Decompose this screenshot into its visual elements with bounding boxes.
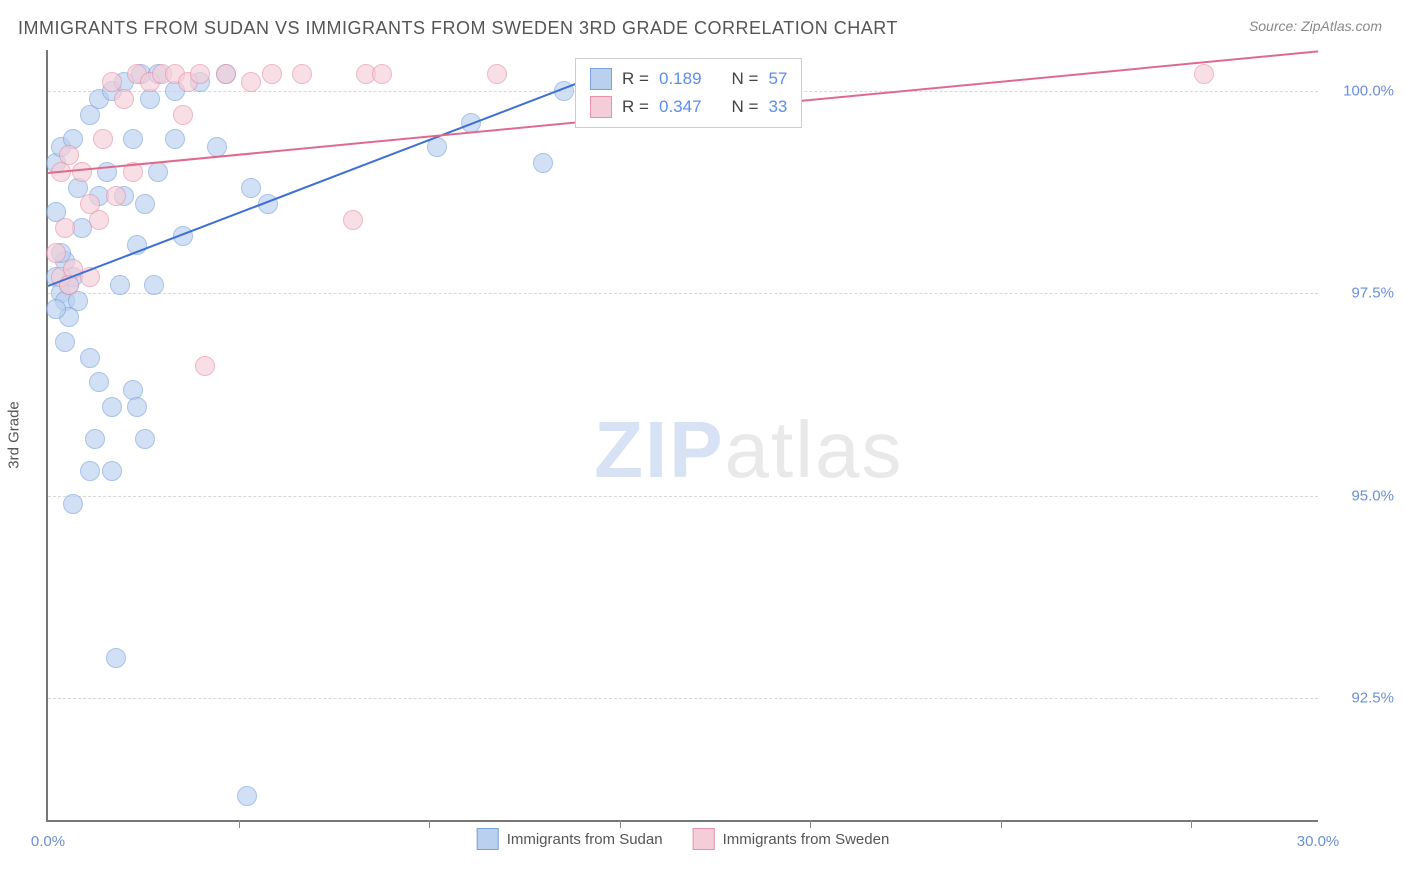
legend-label: Immigrants from Sudan <box>507 831 663 848</box>
watermark-zip: ZIP <box>594 405 724 494</box>
scatter-point <box>80 461 100 481</box>
scatter-point <box>127 397 147 417</box>
legend-item: Immigrants from Sudan <box>477 828 663 850</box>
watermark: ZIPatlas <box>594 404 903 496</box>
scatter-point <box>372 64 392 84</box>
source-attribution: Source: ZipAtlas.com <box>1249 18 1382 36</box>
scatter-point <box>89 210 109 230</box>
scatter-point <box>1194 64 1214 84</box>
plot-area: 3rd Grade ZIPatlas 92.5%95.0%97.5%100.0%… <box>46 50 1318 822</box>
source-name: ZipAtlas.com <box>1301 18 1382 34</box>
legend-swatch <box>590 68 612 90</box>
scatter-point <box>55 218 75 238</box>
scatter-point <box>135 194 155 214</box>
y-tick-label: 100.0% <box>1343 82 1394 99</box>
scatter-point <box>93 129 113 149</box>
scatter-point <box>102 72 122 92</box>
scatter-point <box>72 162 92 182</box>
scatter-point <box>106 648 126 668</box>
scatter-point <box>80 348 100 368</box>
x-tick <box>429 820 430 828</box>
scatter-point <box>216 64 236 84</box>
scatter-point <box>46 243 66 263</box>
stats-n-label: N = <box>732 93 759 121</box>
scatter-point <box>63 494 83 514</box>
stats-n-value: 33 <box>768 93 787 121</box>
gridline-h <box>48 698 1318 699</box>
scatter-point <box>195 356 215 376</box>
legend: Immigrants from Sudan Immigrants from Swe… <box>477 828 890 850</box>
scatter-point <box>148 162 168 182</box>
scatter-point <box>173 105 193 125</box>
legend-item: Immigrants from Sweden <box>693 828 890 850</box>
y-tick-label: 97.5% <box>1351 285 1394 302</box>
x-tick <box>620 820 621 828</box>
scatter-point <box>110 275 130 295</box>
scatter-point <box>144 275 164 295</box>
scatter-point <box>190 64 210 84</box>
source-prefix: Source: <box>1249 18 1301 34</box>
chart-title: IMMIGRANTS FROM SUDAN VS IMMIGRANTS FROM… <box>18 18 898 39</box>
y-axis-label: 3rd Grade <box>6 401 23 469</box>
scatter-point <box>487 64 507 84</box>
x-tick <box>810 820 811 828</box>
legend-label: Immigrants from Sweden <box>723 831 890 848</box>
stats-r-value: 0.347 <box>659 93 702 121</box>
gridline-h <box>48 293 1318 294</box>
x-tick-label: 30.0% <box>1297 833 1340 850</box>
scatter-point <box>533 153 553 173</box>
scatter-point <box>343 210 363 230</box>
stats-r-label: R = <box>622 93 649 121</box>
stats-r-label: R = <box>622 65 649 93</box>
legend-swatch <box>590 96 612 118</box>
stats-row: R = 0.347 N = 33 <box>590 93 787 121</box>
scatter-point <box>123 129 143 149</box>
scatter-point <box>102 397 122 417</box>
stats-row: R = 0.189 N = 57 <box>590 65 787 93</box>
scatter-point <box>46 299 66 319</box>
stats-n-label: N = <box>732 65 759 93</box>
scatter-point <box>135 429 155 449</box>
scatter-chart: 3rd Grade ZIPatlas 92.5%95.0%97.5%100.0%… <box>46 50 1316 820</box>
scatter-point <box>102 461 122 481</box>
scatter-point <box>89 372 109 392</box>
scatter-point <box>241 72 261 92</box>
scatter-point <box>237 786 257 806</box>
legend-swatch <box>693 828 715 850</box>
legend-swatch <box>477 828 499 850</box>
scatter-point <box>85 429 105 449</box>
y-tick-label: 95.0% <box>1351 487 1394 504</box>
scatter-point <box>114 89 134 109</box>
stats-n-value: 57 <box>768 65 787 93</box>
y-tick-label: 92.5% <box>1351 690 1394 707</box>
scatter-point <box>106 186 126 206</box>
stats-box: R = 0.189 N = 57 R = 0.347 N = 33 <box>575 58 802 128</box>
scatter-point <box>165 129 185 149</box>
x-tick <box>1001 820 1002 828</box>
x-tick-label: 0.0% <box>31 833 65 850</box>
watermark-atlas: atlas <box>725 405 904 494</box>
gridline-h <box>48 496 1318 497</box>
scatter-point <box>262 64 282 84</box>
x-tick <box>1191 820 1192 828</box>
x-tick <box>239 820 240 828</box>
scatter-point <box>292 64 312 84</box>
scatter-point <box>55 332 75 352</box>
scatter-point <box>241 178 261 198</box>
stats-r-value: 0.189 <box>659 65 702 93</box>
